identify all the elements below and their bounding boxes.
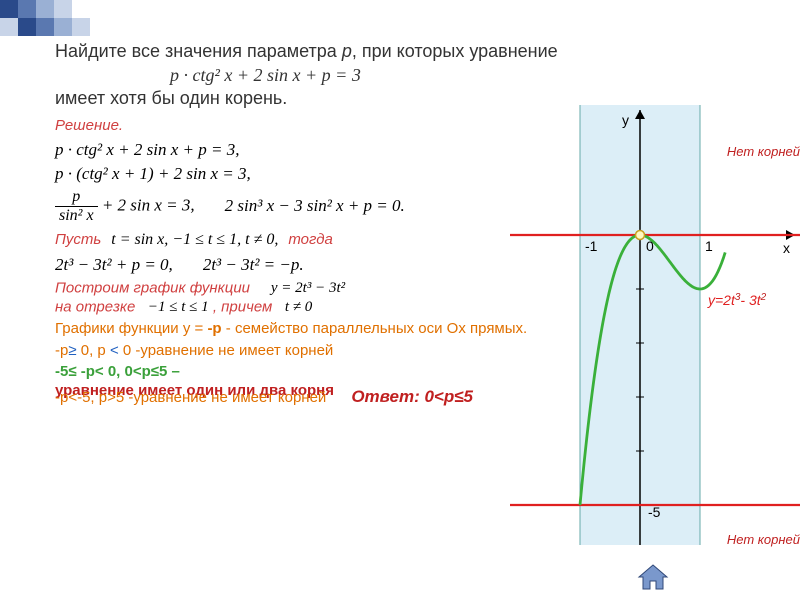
fn-label: y=2t3- 3t2 — [707, 292, 767, 309]
r1bb: 0 -уравнение не имеет корней — [119, 342, 334, 359]
problem-title: Найдите все значения параметра p, при ко… — [55, 40, 775, 111]
noroot-top: Нет корней — [727, 145, 800, 160]
r1lt: < — [110, 342, 119, 359]
build2: на отрезке — [55, 298, 135, 315]
family-p: -p — [207, 320, 221, 337]
subst-expr: t = sin x, −1 ≤ t ≤ 1, t ≠ 0, — [111, 231, 278, 249]
tick-neg1: -1 — [585, 238, 598, 254]
eq2: p · (ctg² x + 1) + 2 sin x = 3, — [55, 164, 251, 184]
build3: , причем — [213, 298, 273, 315]
then-label: тогда — [288, 231, 333, 248]
home-icon — [636, 562, 670, 592]
family2: - семейство параллельных оси Ox прямых. — [222, 320, 528, 337]
eq4b: 2t³ − 3t² = −p. — [203, 255, 304, 275]
build1: Построим график функции — [55, 279, 250, 296]
eq3-num: p — [55, 188, 98, 207]
r1aa: 0, p — [77, 342, 110, 359]
r3: -p<-5, p>5 -уравнение не имеет корней — [55, 389, 326, 406]
x-axis-label: x — [783, 240, 790, 256]
tick-0: 0 — [646, 238, 654, 254]
open-point — [636, 231, 645, 240]
chart: -1 0 1 x y -5 y=2t3- 3t2 Нет корней Нет … — [510, 105, 800, 565]
eq3-den: sin² x — [55, 207, 98, 225]
title-line2: имеет хотя бы один корень. — [55, 88, 287, 108]
r1a: -p — [55, 342, 68, 359]
family1: Графики функции y = — [55, 320, 207, 337]
r1ge: ≥ — [68, 342, 76, 359]
let-label: Пусть — [55, 231, 101, 248]
eq3b: 2 sin³ x − 3 sin² x + p = 0. — [225, 196, 405, 216]
y-axis-label: y — [622, 112, 629, 128]
title-param: p — [342, 41, 352, 61]
chart-svg: -1 0 1 x y -5 y=2t3- 3t2 — [510, 105, 800, 565]
eq3-rest: + 2 sin x = 3, — [98, 195, 195, 214]
tick-1: 1 — [705, 238, 713, 254]
tick-neg5: -5 — [648, 504, 661, 520]
title-equation: p · ctg² x + 2 sin x + p = 3 — [170, 64, 361, 87]
noroot-bottom: Нет корней — [727, 533, 800, 548]
answer-label: Ответ: — [351, 387, 419, 406]
build-fn: y = 2t³ − 3t² — [271, 279, 345, 298]
home-button[interactable] — [636, 562, 670, 592]
eq1: p · ctg² x + 2 sin x + p = 3, — [55, 140, 239, 160]
eq4a: 2t³ − 3t² + p = 0, — [55, 255, 173, 275]
answer-val: 0<p≤5 — [420, 387, 473, 406]
r2: -5≤ -p< 0, 0<p≤5 – — [55, 363, 180, 380]
build-seg: −1 ≤ t ≤ 1 — [148, 298, 209, 317]
eq3-frac: p sin² x — [55, 188, 98, 225]
title-text-b: , при которых уравнение — [352, 41, 558, 61]
decoration-strip — [0, 0, 180, 36]
title-text-a: Найдите все значения параметра — [55, 41, 342, 61]
build-cond: t ≠ 0 — [285, 298, 312, 317]
